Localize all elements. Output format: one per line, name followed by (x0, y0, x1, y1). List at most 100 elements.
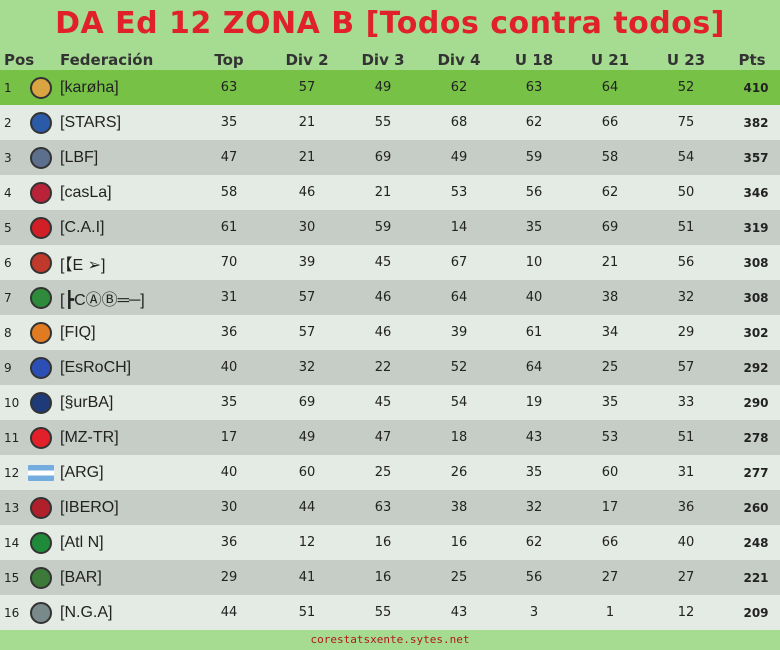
cell-top: 44 (188, 595, 270, 630)
cell-div3: 16 (344, 560, 422, 595)
cell-u21: 17 (572, 490, 648, 525)
cell-fed: [┣CⒶⒷ═─] (58, 280, 188, 315)
cell-top: 17 (188, 420, 270, 455)
cell-pts: 248 (724, 525, 780, 560)
cell-div3: 59 (344, 210, 422, 245)
team-crest-cell (24, 210, 58, 245)
cell-pos: 7 (0, 280, 24, 315)
cell-u21: 66 (572, 105, 648, 140)
cell-pos: 15 (0, 560, 24, 595)
cell-div2: 57 (270, 70, 344, 105)
cell-div2: 44 (270, 490, 344, 525)
cell-div4: 38 (422, 490, 496, 525)
nacional-crest-icon (30, 531, 52, 554)
cell-top: 36 (188, 525, 270, 560)
cell-fed: [§urBA] (58, 385, 188, 420)
cell-div2: 21 (270, 105, 344, 140)
cell-u18: 56 (496, 560, 572, 595)
table-row: 8 [FIQ] 36 57 46 39 61 34 29 302 (0, 315, 780, 350)
table-row: 12 [ARG] 40 60 25 26 35 60 31 277 (0, 455, 780, 490)
cell-u18: 56 (496, 175, 572, 210)
cell-div3: 63 (344, 490, 422, 525)
cell-div2: 30 (270, 210, 344, 245)
header-div3: Div 3 (361, 51, 405, 69)
cell-u18: 32 (496, 490, 572, 525)
cell-u18: 40 (496, 280, 572, 315)
team-crest-cell (24, 350, 58, 385)
table-row: 14 [Atl N] 36 12 16 16 62 66 40 248 (0, 525, 780, 560)
cell-u21: 34 (572, 315, 648, 350)
team-crest-cell (24, 315, 58, 350)
cell-div2: 51 (270, 595, 344, 630)
cell-top: 29 (188, 560, 270, 595)
cell-top: 31 (188, 280, 270, 315)
striped-crest-icon (30, 251, 52, 274)
cell-top: 35 (188, 105, 270, 140)
star-crest-icon (30, 111, 52, 134)
cell-pos: 8 (0, 315, 24, 350)
cell-u18: 62 (496, 105, 572, 140)
header-div4: Div 4 (437, 51, 481, 69)
cell-pos: 9 (0, 350, 24, 385)
cell-div4: 43 (422, 595, 496, 630)
header-federation: Federación (60, 51, 154, 69)
cell-div4: 54 (422, 385, 496, 420)
cell-pts: 221 (724, 560, 780, 595)
cell-div3: 47 (344, 420, 422, 455)
standings-table: Pos Federación Top Div 2 Div 3 Div 4 U 1… (0, 50, 780, 630)
footer-link[interactable]: corestatsxente.sytes.net (310, 633, 470, 646)
cell-u21: 25 (572, 350, 648, 385)
cell-div3: 55 (344, 595, 422, 630)
independiente-crest-icon (30, 216, 52, 239)
team-crest-cell (24, 280, 58, 315)
header-u23: U 23 (666, 51, 706, 69)
cell-u21: 35 (572, 385, 648, 420)
cell-u21: 58 (572, 140, 648, 175)
table-header-row: Pos Federación Top Div 2 Div 3 Div 4 U 1… (0, 50, 780, 70)
team-crest-cell (24, 455, 58, 490)
team-crest-cell (24, 105, 58, 140)
cell-pos: 5 (0, 210, 24, 245)
cell-pts: 319 (724, 210, 780, 245)
team-crest-cell (24, 420, 58, 455)
team-crest-cell (24, 70, 58, 105)
cell-u21: 53 (572, 420, 648, 455)
cell-pts: 260 (724, 490, 780, 525)
winged-crest-icon (30, 601, 52, 624)
dragon-crest-icon (30, 566, 52, 589)
cell-fed: [MZ-TR] (58, 420, 188, 455)
cell-div4: 26 (422, 455, 496, 490)
team-crest-cell (24, 140, 58, 175)
cell-pos: 2 (0, 105, 24, 140)
cell-pts: 382 (724, 105, 780, 140)
team-crest-cell (24, 560, 58, 595)
cell-u18: 35 (496, 455, 572, 490)
cell-div3: 45 (344, 385, 422, 420)
cell-u23: 32 (648, 280, 724, 315)
cell-u23: 51 (648, 210, 724, 245)
cell-div2: 21 (270, 140, 344, 175)
cell-div3: 16 (344, 525, 422, 560)
cell-pts: 292 (724, 350, 780, 385)
cell-pos: 11 (0, 420, 24, 455)
pixel-character-icon (30, 76, 52, 99)
cell-div3: 46 (344, 280, 422, 315)
cell-u23: 29 (648, 315, 724, 350)
cell-u21: 64 (572, 70, 648, 105)
cell-fed: [EsRoCH] (58, 350, 188, 385)
cell-pts: 302 (724, 315, 780, 350)
cell-div4: 49 (422, 140, 496, 175)
cell-pos: 13 (0, 490, 24, 525)
cell-pts: 278 (724, 420, 780, 455)
cell-u18: 43 (496, 420, 572, 455)
cell-fed: [karøha] (58, 70, 188, 105)
table-row: 13 [IBERO] 30 44 63 38 32 17 36 260 (0, 490, 780, 525)
cell-u23: 56 (648, 245, 724, 280)
cell-div4: 64 (422, 280, 496, 315)
cell-div4: 39 (422, 315, 496, 350)
team-crest-cell (24, 245, 58, 280)
cell-u18: 19 (496, 385, 572, 420)
cell-fed: [casLa] (58, 175, 188, 210)
page-title: DA Ed 12 ZONA B [Todos contra todos] (55, 6, 725, 41)
cell-top: 61 (188, 210, 270, 245)
